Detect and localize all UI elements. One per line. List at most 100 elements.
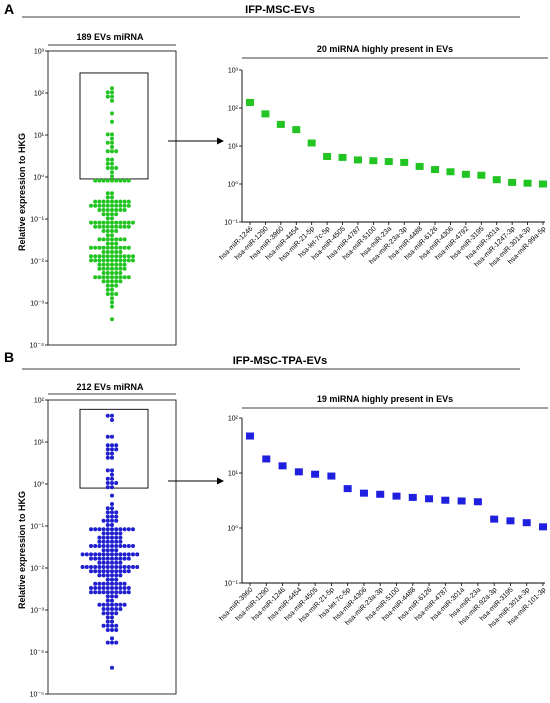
- panel-b-left-mirna-point: [105, 602, 110, 607]
- panel-a-left-mirna-point: [122, 199, 127, 204]
- panel-b-right-mirna-marker: [522, 519, 531, 527]
- panel-a-left-mirna-point: [118, 245, 123, 250]
- panel-b-left-mirna-point: [110, 527, 114, 532]
- panel-a-left-mirna-point: [118, 178, 123, 183]
- panel-b-left-mirna-point: [110, 556, 114, 561]
- panel-a-left-mirna-point: [105, 271, 110, 275]
- panel-b-left-mirna-point: [114, 586, 119, 590]
- panel-a-letter: A: [4, 1, 14, 17]
- panel-a-left-mirna-point: [118, 266, 123, 271]
- panel-a-left-mirna-point: [118, 237, 123, 242]
- panel-a-right-mirna-marker: [261, 110, 270, 118]
- panel-b-left-mirna-point: [97, 581, 102, 586]
- panel-b-left-mirna-point: [131, 565, 135, 569]
- panel-a-left-mirna-point: [105, 199, 110, 204]
- panel-a-left-mirna-point: [110, 296, 114, 301]
- panel-b-left-mirna-point: [105, 539, 110, 544]
- panel-a-left-mirna-point: [118, 279, 123, 284]
- panel-b-left-mirna-point: [118, 565, 123, 569]
- panel-a-left-mirna-point: [110, 174, 114, 179]
- panel-b-left-mirna-point: [114, 623, 119, 628]
- panel-a-left-mirna-point: [114, 292, 119, 296]
- panel-a-left-mirna-point: [118, 203, 123, 208]
- panel-b-left-mirna-point: [89, 569, 93, 574]
- panel-b-left-mirna-point: [114, 581, 119, 586]
- panel-b-left-mirna-point: [89, 586, 93, 590]
- panel-a-left-mirna-point: [114, 224, 119, 229]
- panel-a-left-mirna-point: [105, 254, 110, 259]
- panel-a-left-mirna-point: [105, 237, 110, 242]
- panel-a-left-mirna-point: [110, 191, 114, 196]
- panel-a-left-mirna-point: [131, 258, 135, 263]
- panel-b-left-mirna-point: [97, 560, 102, 565]
- panel-b-left-mirna-point: [105, 514, 110, 519]
- panel-a-left-mirna-point: [101, 275, 106, 280]
- panel-a-left-mirna-point: [114, 199, 119, 204]
- panel-b-left-mirna-point: [89, 527, 93, 532]
- panel-b-left-mirna-point: [122, 581, 127, 586]
- panel-a-left-mirna-point: [105, 224, 110, 229]
- panel-b-left-mirna-point: [126, 552, 131, 557]
- panel-b-left-mirna-point: [105, 611, 110, 616]
- panel-a-left-mirna-point: [93, 245, 98, 250]
- panel-a-left-mirna-point: [110, 166, 114, 170]
- panel-b-left-mirna-point: [93, 565, 98, 569]
- panel-a-left-mirna-point: [122, 254, 127, 259]
- panel-a-left-mirna-point: [114, 245, 119, 250]
- panel-a-left-mirna-point: [110, 254, 114, 259]
- panel-a-left-mirna-point: [97, 266, 102, 271]
- panel-b-left-mirna-point: [118, 552, 123, 557]
- panel-b-left-mirna-point: [105, 552, 110, 557]
- panel-a-left-mirna-point: [93, 224, 98, 229]
- panel-a-left-mirna-point: [97, 203, 102, 208]
- panel-a-left-mirna-point: [110, 241, 114, 246]
- panel-b-left-mirna-point: [114, 518, 119, 523]
- panel-b-left-mirna-point: [114, 628, 119, 632]
- panel-b-left-mirna-point: [110, 548, 114, 553]
- panel-b-left-mirna-point: [126, 565, 131, 569]
- panel-b-left-mirna-point: [110, 586, 114, 590]
- panel-a-left-mirna-point: [110, 283, 114, 288]
- panel-a-left-title: 189 EVs miRNA: [76, 32, 144, 42]
- panel-b-right-mirna-marker: [490, 515, 499, 523]
- panel-a-left-mirna-point: [105, 292, 110, 296]
- panel-b-right-mirna-marker: [506, 517, 515, 525]
- panel-b-left-mirna-point: [118, 527, 123, 532]
- panel-a-left-mirna-point: [110, 287, 114, 292]
- panel-a-left-mirna-point: [105, 191, 110, 196]
- panel-a-left-mirna-point: [93, 178, 98, 183]
- panel-b-left-mirna-point: [114, 565, 119, 569]
- panel-a-left-mirna-point: [101, 250, 106, 254]
- panel-b-left-ytick-label: 10⁻¹: [30, 524, 44, 531]
- panel-a-left-mirna-point: [101, 237, 106, 242]
- panel-b-left-mirna-point: [93, 556, 98, 561]
- panel-b-left-mirna-point: [126, 556, 131, 561]
- panel-a-left-mirna-point: [105, 262, 110, 267]
- panel-a-left-highlight-box: [79, 72, 149, 180]
- panel-b-left-mirna-point: [97, 586, 102, 590]
- panel-a-left-mirna-point: [105, 140, 110, 145]
- panel-b-left-mirna-point: [110, 535, 114, 540]
- panel-b-right-mirna-marker: [327, 472, 336, 480]
- panel-a-left-mirna-point: [105, 283, 110, 288]
- panel-b-left-mirna-point: [97, 544, 102, 548]
- panel-a-left-mirna-point: [105, 241, 110, 246]
- panel-b-left-mirna-point: [105, 527, 110, 532]
- panel-b-left-mirna-point: [110, 611, 114, 616]
- panel-a-left-mirna-point: [110, 271, 114, 275]
- panel-a-right-mirna-marker: [461, 170, 470, 178]
- panel-a-left-mirna-point: [101, 271, 106, 275]
- panel-a-left-mirna-point: [110, 220, 114, 225]
- panel-a-left-mirna-point: [114, 271, 119, 275]
- panel-a-left-mirna-point: [101, 279, 106, 284]
- panel-b-left-mirna-point: [101, 607, 106, 611]
- panel-a-left-mirna-point: [97, 262, 102, 267]
- panel-b-left-ytick-label: 10⁻⁴: [30, 650, 45, 657]
- panel-b-left-mirna-point: [110, 640, 114, 645]
- panel-b-left-mirna-point: [110, 665, 114, 670]
- panel-a-left-mirna-point: [105, 233, 110, 238]
- panel-a-left-mirna-point: [110, 199, 114, 204]
- panel-b-left-mirna-point: [105, 590, 110, 595]
- panel-a-left-mirna-point: [122, 275, 127, 280]
- panel-a-left-mirna-point: [114, 212, 119, 217]
